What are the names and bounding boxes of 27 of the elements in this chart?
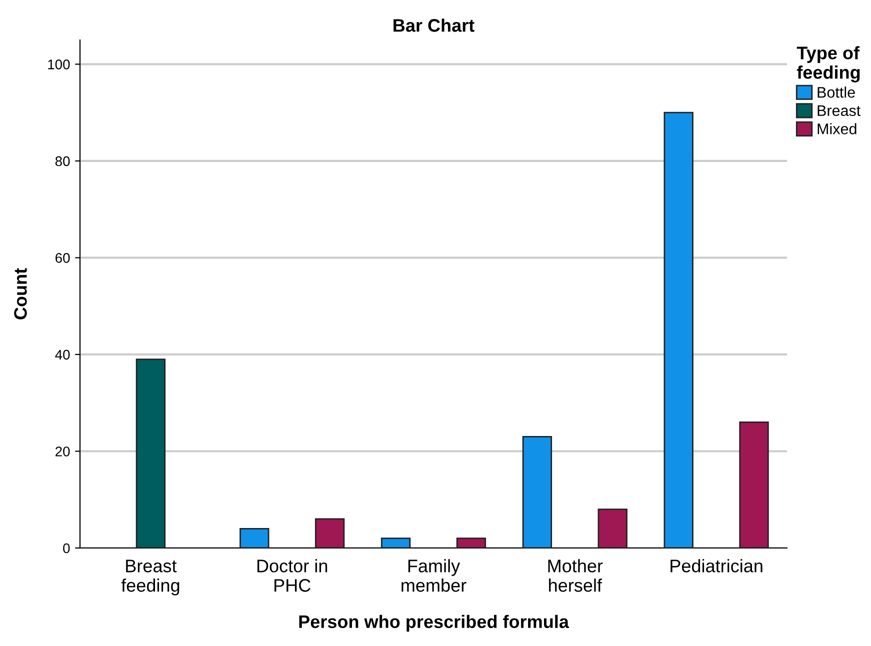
bar [522,436,552,548]
y-tick-label: 40 [55,350,70,360]
bar [598,508,628,548]
y-axis-title: Count [14,268,27,320]
bar [739,422,769,548]
x-tick-label: Breast feeding [121,560,180,596]
legend-label: Breast [818,105,861,116]
bar [380,538,411,548]
y-tick-label: 60 [56,253,70,263]
x-tick-label: Family member [402,559,466,592]
bar [136,358,166,548]
y-tick-label: 20 [56,446,70,456]
x-tick-label: Mother herself [548,559,603,592]
legend-label: Mixed [818,123,856,134]
y-tick-label: 100 [48,60,70,70]
legend-label: Bottle [818,86,855,98]
bar [240,528,270,548]
x-tick-label: Pediatrician [670,559,762,572]
x-tick-label: Doctor in PHC [257,559,328,592]
y-tick-label: 0 [63,543,70,554]
chart-title: Bar Chart [394,18,474,32]
bar [664,112,694,548]
y-tick-label: 80 [55,156,70,166]
bar [456,538,486,548]
bar [314,518,345,548]
x-axis-title: Person who prescribed formula [299,614,570,632]
legend-title: Type of feeding [796,46,860,82]
